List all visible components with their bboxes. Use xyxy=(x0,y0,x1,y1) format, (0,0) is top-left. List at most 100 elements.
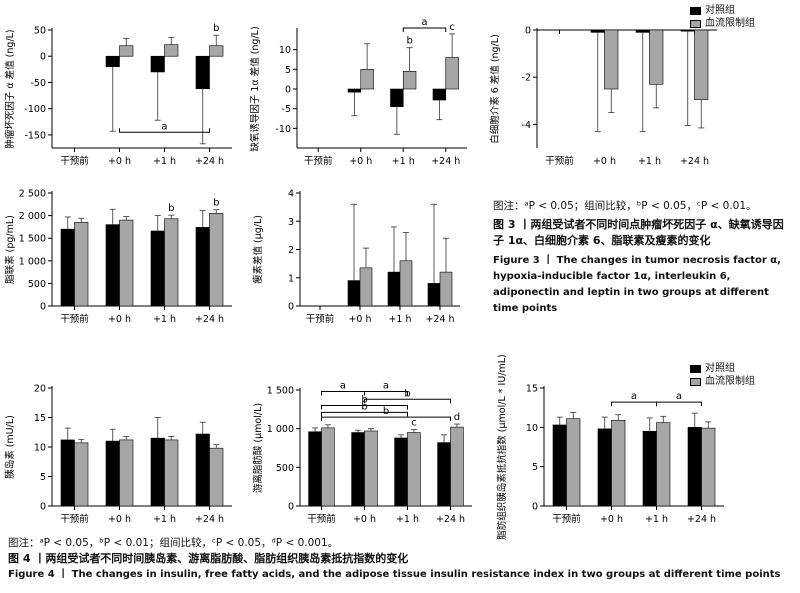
bar xyxy=(649,29,664,85)
figure3-note: 图注：ᵃP < 0.05；组间比较，ᵇP < 0.05，ᶜP < 0.01。 xyxy=(493,198,793,213)
y-tick-label: 15 xyxy=(34,413,46,424)
y-tick-label: 1 000 xyxy=(19,256,46,267)
legend4-bfr-swatch xyxy=(690,377,701,386)
bar xyxy=(150,55,165,73)
bar xyxy=(209,213,224,307)
bar xyxy=(701,427,716,507)
bar xyxy=(590,29,605,33)
x-tick-label: +1 h xyxy=(153,156,176,167)
bar xyxy=(552,424,567,507)
significance-bracket xyxy=(364,391,408,396)
bar xyxy=(209,45,224,57)
x-tick-label: +24 h xyxy=(195,156,224,167)
x-tick-label: +1 h xyxy=(638,156,661,167)
bar xyxy=(347,280,361,307)
bar xyxy=(351,432,365,507)
y-tick-label: 0 xyxy=(40,52,46,63)
x-tick-label: 干预前 xyxy=(304,155,333,167)
figure4-note: 图注：ᵃP < 0.05，ᵇP < 0.01；组间比较，ᶜP < 0.05，ᵈP… xyxy=(8,537,339,549)
x-tick-label: 干预前 xyxy=(306,313,335,325)
figure4-caption: 图注：ᵃP < 0.05，ᵇP < 0.01；组间比较，ᶜP < 0.05，ᵈP… xyxy=(8,536,798,583)
bracket-label: b xyxy=(361,401,367,412)
figure4-title-en: Figure 4 丨 The changes in insulin, free … xyxy=(8,569,781,580)
y-tick-label: 5 xyxy=(532,462,538,473)
bar xyxy=(439,271,453,307)
y-tick-label: 5 xyxy=(285,65,291,76)
bar xyxy=(450,426,464,507)
significance-bracket xyxy=(321,416,451,422)
x-tick-label: +24 h xyxy=(436,514,465,525)
chart-il6: 白细胞介素 6 差值 (ng/L) -4 -2 0 干预前 +0 h +1 h +24 h xyxy=(489,26,717,167)
significance-bracket xyxy=(402,27,447,33)
bar xyxy=(437,442,451,507)
y-axis-label: 脂联素 (pg/mL) xyxy=(4,215,16,284)
bar xyxy=(680,29,695,32)
x-tick-label: +0 h xyxy=(348,314,371,325)
y-tick-label: 0 xyxy=(532,502,538,513)
bracket-label: b xyxy=(383,406,389,417)
legend4-control: 对照组 xyxy=(690,362,755,375)
x-tick-label: +1 h xyxy=(153,514,176,525)
bar xyxy=(611,419,626,507)
bar xyxy=(164,44,179,57)
y-tick-label: 2 000 xyxy=(19,211,46,222)
significance-bracket xyxy=(321,404,408,410)
y-tick-label: 0 xyxy=(285,85,291,96)
y-tick-label: 500 xyxy=(276,463,294,474)
bar xyxy=(150,437,165,507)
bar xyxy=(394,437,408,507)
y-tick-label: 2 500 xyxy=(19,189,46,200)
y-tick-label: 20 xyxy=(34,384,46,395)
bracket-label: a xyxy=(340,381,346,392)
bar xyxy=(164,439,179,507)
x-tick-label: +0 h xyxy=(593,156,616,167)
x-tick-label: +1 h xyxy=(396,514,419,525)
bracket-label: a xyxy=(676,391,682,402)
legend-control-swatch xyxy=(690,6,701,15)
figure4-title-cn: 图 4 丨两组受试者不同时间胰岛素、游离脂肪酸、脂肪组织胰岛素抵抗指数的变化 xyxy=(8,552,409,565)
x-tick-label: 干预前 xyxy=(60,155,89,167)
x-tick-label: +1 h xyxy=(153,314,176,325)
bar xyxy=(390,88,404,108)
y-tick-label: -150 xyxy=(24,130,46,141)
bar xyxy=(105,55,120,68)
y-tick-label: 4 xyxy=(288,189,294,200)
legend-bfr-label: 血流限制组 xyxy=(705,18,755,29)
legend4-bfr: 血流限制组 xyxy=(690,375,755,388)
y-tick-label: 3 xyxy=(288,217,294,228)
bar xyxy=(195,55,210,90)
bracket-label: b xyxy=(361,394,367,405)
bar xyxy=(359,267,373,307)
x-tick-label: +0 h xyxy=(349,156,372,167)
bar xyxy=(360,69,374,90)
bar xyxy=(195,227,210,307)
significance-bracket xyxy=(321,411,408,417)
bar xyxy=(694,29,709,100)
figure3-title-en: Figure 3 丨 The changes in tumor necrosis… xyxy=(493,255,781,314)
x-tick-label: +24 h xyxy=(425,314,454,325)
y-tick-label: 10 xyxy=(279,45,291,56)
y-tick-label: 0 xyxy=(525,26,531,37)
x-tick-label: +1 h xyxy=(645,514,668,525)
y-tick-label: 1 000 xyxy=(267,424,294,435)
legend-bfr-swatch xyxy=(690,19,701,28)
x-tick-label: +0 h xyxy=(600,514,623,525)
bar xyxy=(687,427,702,507)
y-tick-label: 0 xyxy=(288,502,294,513)
bar xyxy=(566,418,581,507)
x-tick-label: +1 h xyxy=(388,314,411,325)
legend-bfr: 血流限制组 xyxy=(690,17,755,30)
x-tick-label: +0 h xyxy=(353,514,376,525)
y-tick-label: 10 xyxy=(34,443,46,454)
y-tick-label: 15 xyxy=(526,384,538,395)
significance-label: b xyxy=(168,203,174,214)
bar xyxy=(635,29,650,33)
bar xyxy=(445,57,459,90)
chart-insulin: 胰岛素 (mU/L) 0 5 10 15 20 干预前 +0 h +1 h +24 h xyxy=(4,384,232,525)
chart-ffa: 游离脂肪酸 (μmol/L) 0 500 1 000 1 500 干预前 +0 h +1 h +… xyxy=(252,381,472,525)
bar xyxy=(604,29,619,90)
y-tick-label: -50 xyxy=(30,78,46,89)
bar xyxy=(60,439,75,507)
significance-label: b xyxy=(213,23,219,34)
significance-label: b xyxy=(213,198,219,209)
